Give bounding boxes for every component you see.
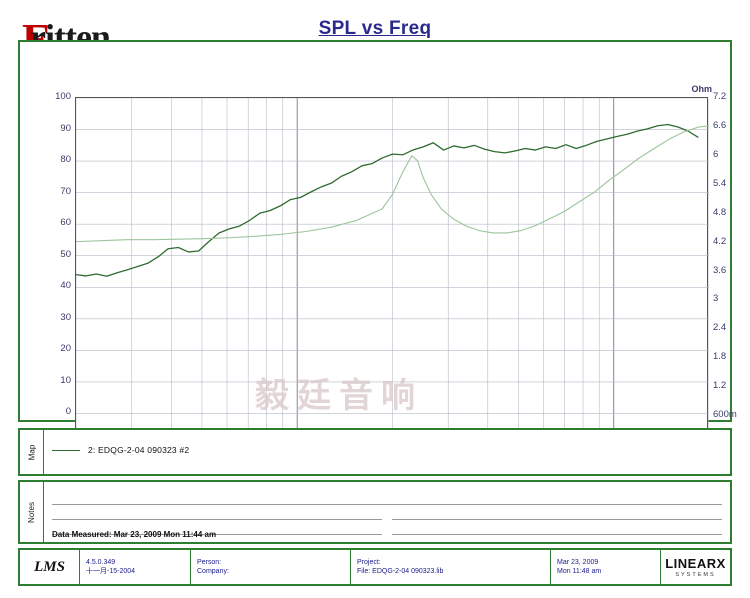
y-tick-label: 60 xyxy=(60,217,71,229)
y-tick-label: 80 xyxy=(60,154,71,166)
y2-tick-label: 4.2 xyxy=(713,235,727,247)
file-label: File: EDQG-2-04 090323.lib xyxy=(357,568,444,575)
map-tab-label: Map xyxy=(27,444,36,460)
lms-logo-text: LMS xyxy=(34,558,65,575)
notes-line[interactable] xyxy=(52,520,382,535)
plot-area xyxy=(75,97,709,445)
brand-name: LINEARX xyxy=(665,556,726,571)
right-axis-title: Ohm xyxy=(691,84,712,94)
project-label: Project: xyxy=(357,558,381,566)
y2-tick-label: 6 xyxy=(713,148,719,160)
y-tick-label: 20 xyxy=(60,343,71,355)
y2-tick-label: 5.4 xyxy=(713,177,727,189)
y2-tick-label: 1.2 xyxy=(713,380,727,392)
brand-subtitle: SYSTEMS xyxy=(675,572,716,578)
chart-svg xyxy=(76,98,709,445)
y-tick-label: 30 xyxy=(60,311,71,323)
notes-line-split[interactable] xyxy=(52,505,722,520)
y-tick-label: 50 xyxy=(60,248,71,260)
notes-line[interactable] xyxy=(392,520,722,535)
version-date: 十一月-15-2004 xyxy=(86,568,136,575)
y-tick-label: 90 xyxy=(60,122,71,134)
notes-tab-label: Notes xyxy=(27,501,36,523)
y2-tick-label: 3.6 xyxy=(713,264,727,276)
measured-timestamp: Data Measured: Mar 23, 2009 Mon 11:44 am xyxy=(52,530,217,539)
version-number: 4.5.0.349 xyxy=(86,558,116,566)
y2-tick-label: 2.4 xyxy=(713,322,727,334)
y-tick-label: 100 xyxy=(55,91,71,102)
page-title: SPL vs Freq xyxy=(318,18,432,39)
notes-lines[interactable] xyxy=(52,490,722,535)
legend-label: 2: EDQG-2-04 090323 #2 xyxy=(88,445,190,455)
notes-line[interactable] xyxy=(392,505,722,520)
footer-lms-logo: LMS xyxy=(20,550,80,584)
y-tick-label: 10 xyxy=(60,374,71,386)
y-tick-label: 70 xyxy=(60,185,71,197)
footer-brand: LINEARX SYSTEMS xyxy=(660,550,730,584)
notes-line[interactable] xyxy=(52,505,382,520)
y2-tick-label: 7.2 xyxy=(713,91,727,102)
y2-tick-label: 6.6 xyxy=(713,119,727,131)
y-tick-label: 40 xyxy=(60,280,71,292)
notes-tab: Notes xyxy=(20,482,44,542)
footer-panel: LMS 4.5.0.349 十一月-15-2004 Person: Compan… xyxy=(18,548,732,586)
y2-tick-label: 1.8 xyxy=(713,351,727,363)
y2-tick-label: 4.8 xyxy=(713,206,727,218)
company-label: Company: xyxy=(197,568,229,575)
footer-date-text: Mar 23, 2009 xyxy=(557,558,599,566)
footer-person[interactable]: Person: Company: xyxy=(190,550,350,584)
footer-project[interactable]: Project: File: EDQG-2-04 090323.lib xyxy=(350,550,550,584)
footer-date: Mar 23, 2009 Mon 11:48 am xyxy=(550,550,660,584)
map-panel: Map 2: EDQG-2-04 090323 #2 xyxy=(18,428,732,476)
person-label: Person: xyxy=(197,558,222,566)
plot-frame: Ohm LMS -1001020304050607080901000600m1.… xyxy=(18,40,737,459)
y2-tick-label: 600m xyxy=(713,409,737,421)
notes-panel: Notes Data Measured: Mar 23, 2009 Mon 11… xyxy=(18,480,732,544)
legend-item[interactable]: 2: EDQG-2-04 090323 #2 xyxy=(52,445,189,455)
notes-line-split[interactable] xyxy=(52,520,722,535)
map-tab: Map xyxy=(20,430,44,474)
y-tick-label: 0 xyxy=(65,406,71,418)
legend-line-icon xyxy=(52,449,80,451)
footer-time-text: Mon 11:48 am xyxy=(557,568,602,575)
notes-line[interactable] xyxy=(52,490,722,505)
footer-version: 4.5.0.349 十一月-15-2004 xyxy=(80,550,190,584)
y2-tick-label: 3 xyxy=(713,293,719,305)
